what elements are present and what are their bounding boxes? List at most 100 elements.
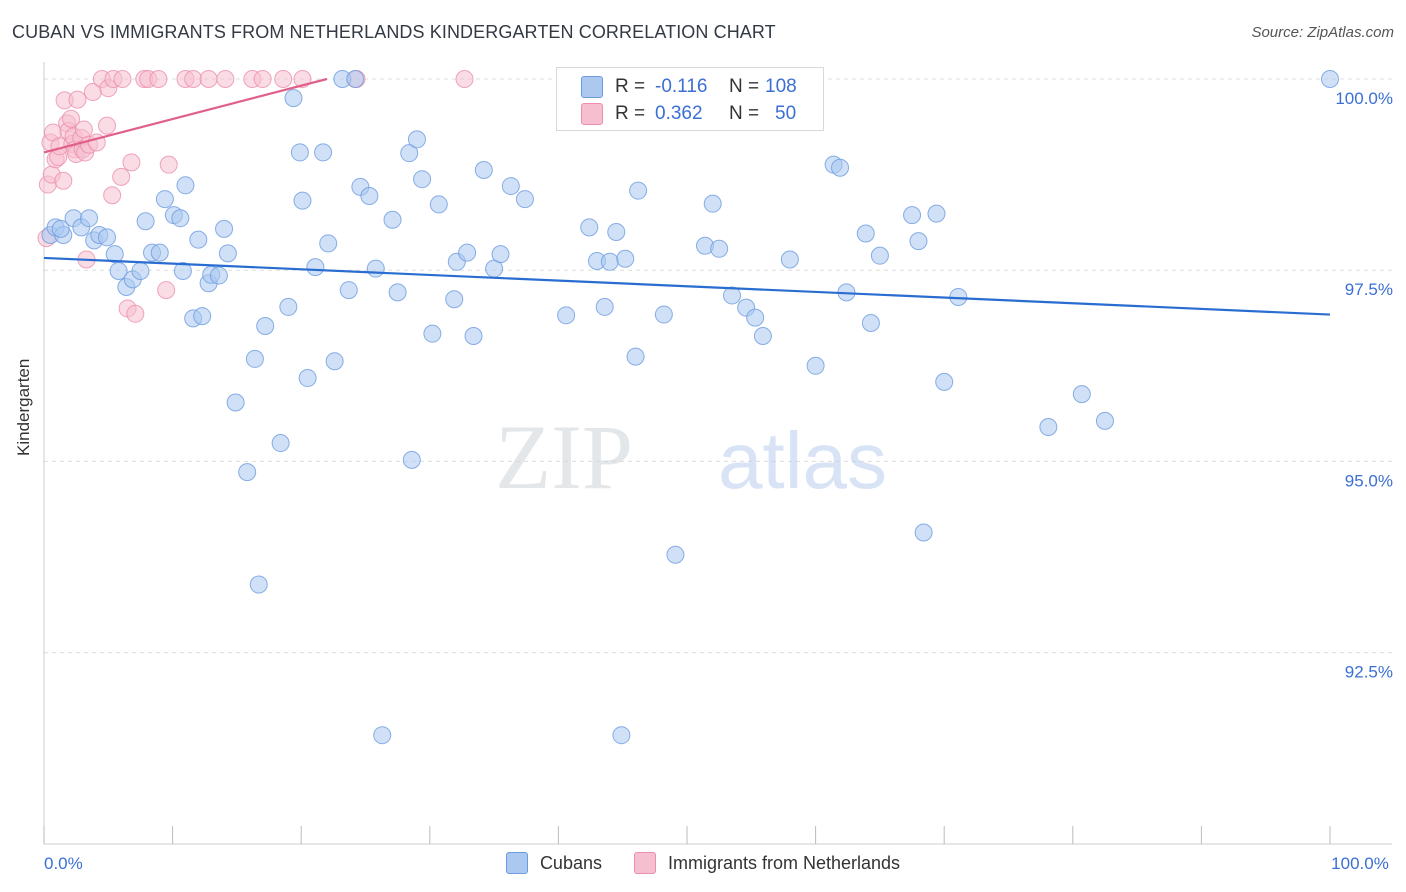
- netherlands-point: [62, 109, 81, 128]
- y-tick-label: 92.5%: [1345, 663, 1393, 682]
- cuban-point: [215, 219, 234, 238]
- cuban-point: [51, 219, 70, 238]
- cuban-point: [155, 190, 174, 209]
- cuban-point: [909, 232, 928, 251]
- netherlands-point: [126, 304, 145, 323]
- cuban-point: [1039, 417, 1058, 436]
- cuban-point: [319, 234, 338, 253]
- cuban-point: [383, 210, 402, 229]
- cuban-point: [612, 726, 631, 745]
- netherlands-legend-label: Immigrants from Netherlands: [667, 852, 901, 873]
- n-label: N =: [729, 103, 760, 124]
- cuban-point: [209, 266, 228, 285]
- cuban-point: [607, 222, 626, 241]
- cuban-point: [723, 286, 742, 305]
- cuban-point: [666, 545, 685, 564]
- cuban-point: [753, 326, 772, 345]
- cubans-legend-swatch: [505, 852, 528, 874]
- cuban-point: [238, 463, 257, 482]
- cuban-point: [557, 306, 576, 325]
- cuban-point: [298, 369, 317, 388]
- netherlands-point: [112, 167, 131, 186]
- cuban-point: [407, 130, 426, 149]
- y-tick-label: 100.0%: [1335, 89, 1393, 108]
- cuban-point: [279, 297, 298, 316]
- cuban-point: [366, 259, 385, 278]
- cuban-point: [870, 246, 889, 265]
- cuban-point: [131, 261, 150, 280]
- netherlands-point: [122, 153, 141, 172]
- cuban-point: [806, 356, 825, 375]
- cuban-point: [176, 176, 195, 195]
- netherlands-trend-line: [43, 77, 328, 154]
- netherlands-swatch: [581, 103, 603, 125]
- cuban-point: [400, 144, 419, 163]
- x-tick-label: 0.0%: [44, 854, 83, 873]
- cuban-point: [856, 224, 875, 243]
- netherlands-point: [74, 120, 93, 139]
- data-points: [37, 70, 1339, 745]
- cuban-point: [746, 308, 765, 327]
- cuban-point: [429, 195, 448, 214]
- cuban-point: [402, 450, 421, 469]
- netherlands-legend-swatch: [633, 852, 656, 874]
- series-legend: Cubans Immigrants from Netherlands: [0, 852, 1406, 874]
- gridlines: [44, 78, 1392, 654]
- source-credit: Source: ZipAtlas.com: [1251, 24, 1394, 41]
- netherlands-point: [68, 90, 87, 109]
- cuban-point: [189, 230, 208, 249]
- axes: 100.0% 97.5% 95.0% 92.5% 0.0% 100.0%: [43, 62, 1393, 873]
- cuban-point: [515, 190, 534, 209]
- cuban-point: [256, 317, 275, 336]
- watermark-zip: ZIP: [495, 406, 633, 508]
- n-label: N =: [729, 76, 760, 97]
- cuban-point: [218, 244, 237, 263]
- chart-title: CUBAN VS IMMIGRANTS FROM NETHERLANDS KIN…: [12, 22, 776, 42]
- cubans-trend-line: [43, 256, 1331, 316]
- x-tick-label: 100.0%: [1331, 854, 1389, 873]
- cuban-point: [903, 206, 922, 225]
- y-tick-label: 97.5%: [1345, 280, 1393, 299]
- cuban-point: [831, 158, 850, 177]
- cuban-point: [501, 177, 520, 196]
- cuban-point: [80, 209, 99, 228]
- netherlands-point: [157, 281, 176, 300]
- trend-lines: [43, 77, 1331, 316]
- cubans-legend-label: Cubans: [539, 852, 602, 873]
- cuban-point: [271, 434, 290, 453]
- cuban-point: [626, 347, 645, 366]
- n-value-netherlands: 50: [775, 103, 797, 124]
- cuban-point: [654, 305, 673, 324]
- watermark-atlas: atlas: [718, 416, 887, 505]
- netherlands-point: [113, 70, 132, 88]
- netherlands-point: [149, 70, 168, 88]
- cuban-point: [1072, 385, 1091, 404]
- netherlands-point: [455, 70, 474, 88]
- legend-row-cubans: R = -0.116 N = 108: [581, 74, 797, 100]
- netherlands-point: [216, 70, 235, 88]
- cuban-point: [226, 393, 245, 412]
- netherlands-point: [159, 155, 178, 174]
- cuban-point: [703, 194, 722, 213]
- cuban-point: [629, 181, 648, 200]
- cuban-point: [136, 212, 155, 231]
- cuban-point: [314, 143, 333, 162]
- cuban-point: [339, 281, 358, 300]
- cuban-point: [193, 307, 212, 326]
- cuban-point: [927, 204, 946, 223]
- cuban-point: [293, 191, 312, 210]
- cuban-point: [1095, 411, 1114, 430]
- cuban-point: [388, 283, 407, 302]
- r-label: R =: [615, 76, 646, 97]
- legend-item-netherlands: Immigrants from Netherlands: [633, 852, 901, 874]
- cuban-point: [105, 245, 124, 264]
- cuban-point: [249, 575, 268, 594]
- legend-row-netherlands: R = 0.362 N = 50: [581, 101, 796, 127]
- netherlands-point: [184, 70, 203, 88]
- cuban-point: [464, 326, 483, 345]
- netherlands-point: [199, 70, 218, 88]
- cuban-point: [861, 313, 880, 332]
- cuban-point: [423, 324, 442, 343]
- cuban-point: [325, 352, 344, 371]
